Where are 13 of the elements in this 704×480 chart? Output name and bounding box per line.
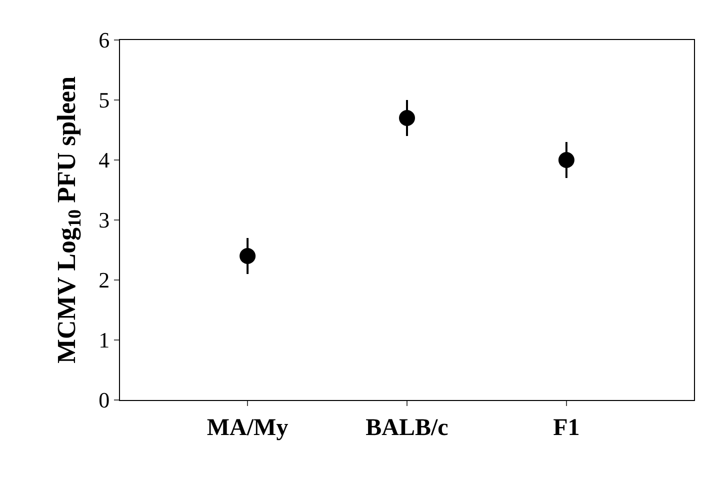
y-tick-label: 6 — [98, 28, 110, 53]
y-tick-label: 1 — [98, 328, 110, 353]
point — [558, 152, 574, 168]
point — [399, 110, 415, 126]
point — [240, 248, 256, 264]
x-tick-label: BALB/c — [366, 414, 449, 441]
y-tick-label: 4 — [98, 148, 110, 173]
x-tick-label: MA/My — [206, 414, 288, 441]
y-tick-label: 0 — [98, 388, 110, 413]
y-tick-label: 2 — [98, 268, 110, 293]
y-tick-label: 5 — [98, 88, 110, 113]
y-tick-label: 3 — [98, 208, 110, 233]
x-tick-label: F1 — [553, 414, 580, 441]
